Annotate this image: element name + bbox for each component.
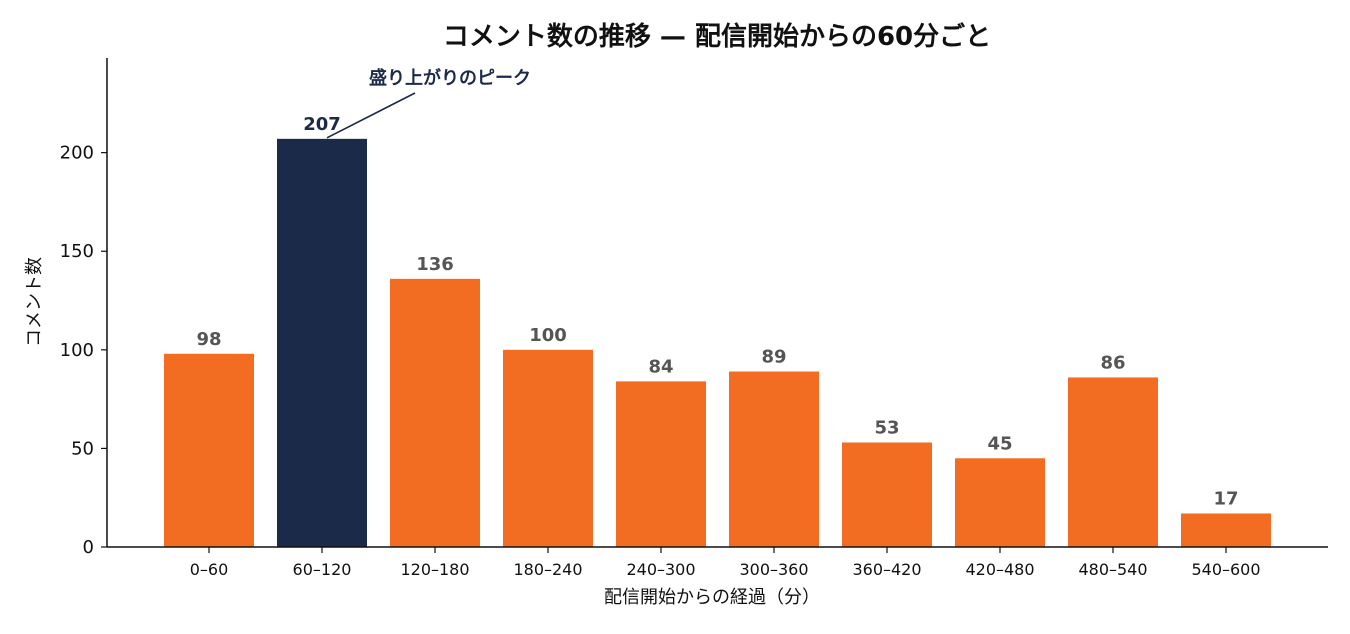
value-label-420–480: 45 — [987, 433, 1012, 454]
bar-120–180 — [390, 278, 480, 547]
value-label-480–540: 86 — [1100, 352, 1125, 373]
x-tick-label: 240–300 — [626, 560, 695, 579]
value-label-180–240: 100 — [529, 325, 567, 346]
bar-540–600 — [1181, 513, 1271, 547]
y-axis: 0 50 100 150 200 — [60, 58, 108, 558]
x-tick-label: 360–420 — [852, 560, 921, 579]
y-tick-label: 200 — [60, 143, 94, 164]
value-label-540–600: 17 — [1213, 488, 1238, 509]
chart-title: コメント数の推移 — 配信開始からの60分ごと — [443, 21, 991, 52]
bar-60–120 — [277, 138, 367, 547]
x-tick-label: 0–60 — [190, 560, 229, 579]
bar-360–420 — [842, 442, 932, 547]
y-tick-label: 0 — [83, 537, 94, 558]
y-axis-label: コメント数 — [24, 257, 45, 347]
value-label-0–60: 98 — [196, 329, 221, 350]
value-labels-group: 98 207 136 100 84 89 53 45 86 17 — [196, 114, 1238, 510]
bar-300–360 — [729, 371, 819, 547]
bars-group — [164, 138, 1271, 547]
y-tick-label: 150 — [60, 241, 94, 262]
y-tick-label: 100 — [60, 340, 94, 361]
x-tick-label: 480–540 — [1078, 560, 1147, 579]
x-tick-label: 60–120 — [293, 560, 352, 579]
x-tick-label: 300–360 — [739, 560, 808, 579]
value-label-300–360: 89 — [761, 347, 786, 368]
x-axis: 0–60 60–120 120–180 180–240 240–300 300–360 36… — [107, 546, 1328, 579]
value-label-360–420: 53 — [874, 417, 899, 438]
value-label-240–300: 84 — [648, 356, 673, 377]
x-tick-label: 540–600 — [1191, 560, 1260, 579]
x-tick-label: 420–480 — [965, 560, 1034, 579]
bar-0–60 — [164, 353, 254, 547]
bar-180–240 — [503, 349, 593, 547]
annotation-group: 盛り上がりのピーク — [326, 67, 531, 139]
x-tick-label: 120–180 — [400, 560, 469, 579]
value-label-60–120: 207 — [303, 114, 341, 135]
annotation-arrow — [326, 92, 416, 139]
x-tick-label: 180–240 — [513, 560, 582, 579]
bar-240–300 — [616, 381, 706, 547]
value-label-120–180: 136 — [416, 254, 454, 275]
x-axis-label: 配信開始からの経過（分） — [604, 587, 820, 608]
peak-annotation: 盛り上がりのピーク — [369, 67, 531, 89]
bar-420–480 — [955, 458, 1045, 547]
bar-480–540 — [1068, 377, 1158, 547]
y-tick-label: 50 — [71, 438, 94, 459]
